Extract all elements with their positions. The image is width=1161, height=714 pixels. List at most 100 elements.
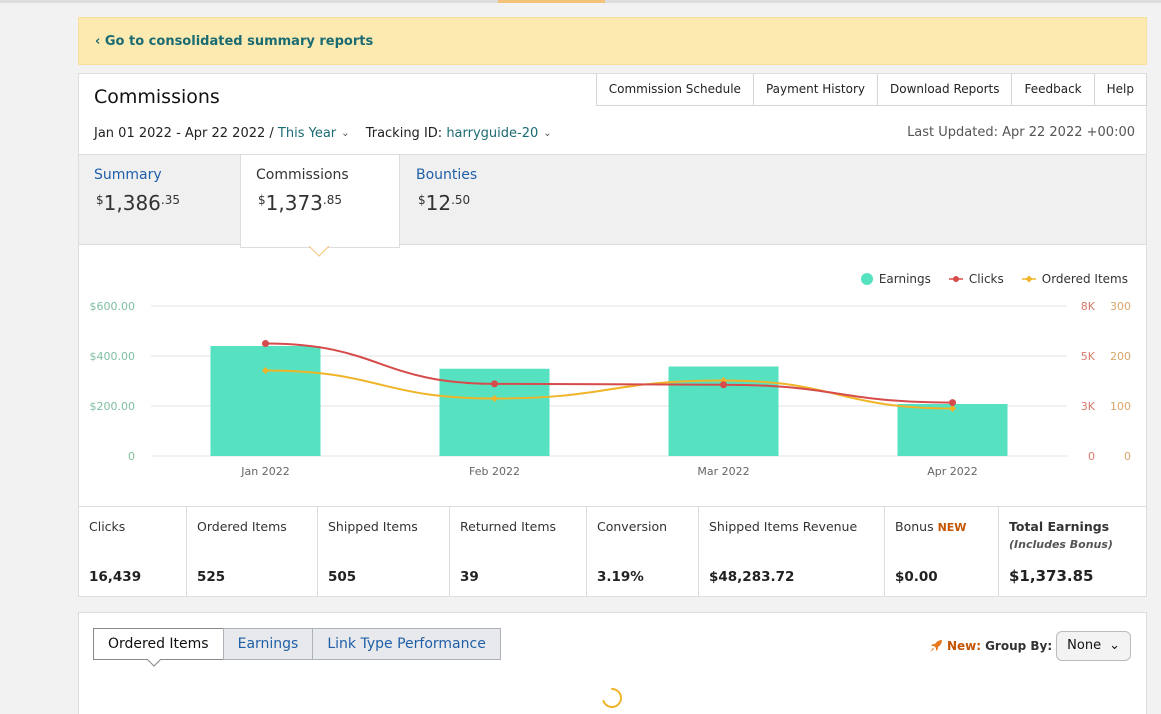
last-updated: Last Updated: Apr 22 2022 +00:00 [907,125,1135,140]
earnings-swatch [860,273,873,285]
y-tick-label: $600.00 [90,300,136,313]
stat-shipped-items: Shipped Items 505 [318,507,450,597]
payment-history-tab[interactable]: Payment History [752,74,878,106]
summary-label: Summary [94,167,162,183]
stat-label: Returned Items [460,519,557,534]
stat-ordered-items: Ordered Items 525 [187,507,318,597]
chevron-down-icon[interactable]: ⌄ [543,128,552,139]
chevron-down-icon[interactable]: ⌄ [341,128,350,139]
stat-value: 39 [460,569,479,585]
stat-label: Shipped Items Revenue [709,519,858,534]
feedback-tab[interactable]: Feedback [1011,74,1095,106]
stat-bonus: Bonus NEW $0.00 [885,507,999,597]
clicks-point [949,399,956,407]
chart-legend: Earnings Clicks Ordered Items [860,272,1128,286]
loading-spinner-icon [602,688,622,708]
chart-plot: 0 0 0 $200.00 3K 100 $400.00 5K 200 $600.00 8K 300 J… [90,300,1132,478]
stats-row: Clicks 16,439 Ordered Items 525 Shipped … [79,506,1146,597]
legend-clicks[interactable]: Clicks [948,272,1004,286]
period-selector[interactable]: This Year [277,126,337,141]
stat-value: $0.00 [895,569,938,585]
bounties-label: Bounties [416,167,478,183]
summary-banner: ‹ Go to consolidated summary reports [78,17,1147,65]
stat-clicks: Clicks 16,439 [79,507,187,597]
stat-label: Clicks [89,519,126,534]
x-tick-label: Feb 2022 [469,465,520,478]
clicks-point [720,381,727,389]
stat-value: 3.19% [597,569,644,585]
stat-returned-items: Returned Items 39 [450,507,587,597]
help-tab[interactable]: Help [1093,74,1147,106]
commissions-tile[interactable]: Commissions $1,373.85 [240,154,400,248]
group-by-label: Group By: [985,639,1053,653]
stat-label: Total Earnings [1009,519,1110,534]
consolidated-reports-link[interactable]: ‹ Go to consolidated summary reports [95,34,374,49]
commissions-label: Commissions [256,167,349,183]
stat-label: Conversion [597,519,668,534]
tracking-id-selector[interactable]: harryguide-20 [446,126,539,141]
stat-value: 505 [328,569,357,585]
page-title: Commissions [94,86,220,108]
top-accent [498,0,605,3]
report-links: Commission Schedule Payment History Down… [595,74,1147,106]
tracking-label: Tracking ID: [365,126,443,141]
summary-value: $1,386.35 [96,191,180,215]
tab-earnings[interactable]: Earnings [222,628,314,660]
group-by-control: New: Group By: None ⌄ [929,631,1131,661]
stat-value: 525 [197,569,226,585]
summary-tabs: Summary $1,386.35 Commissions $1,373.85 … [79,154,1146,248]
group-by-value: None [1067,638,1102,653]
clicks-swatch [948,276,963,282]
bounties-tile[interactable]: Bounties $12.50 [401,155,561,246]
download-reports-tab[interactable]: Download Reports [876,74,1013,106]
stat-value: 16,439 [89,569,142,585]
filter-row: Jan 01 2022 - Apr 22 2022 / This Year ⌄ T… [94,126,552,141]
ordered-swatch [1021,275,1036,283]
stat-total-earnings: Total Earnings (Includes Bonus) $1,373.8… [999,507,1146,597]
date-range: Jan 01 2022 - Apr 22 2022 / [94,126,274,141]
y-tick-label: 0 [128,450,135,463]
stat-label: Shipped Items [328,519,418,534]
legend-earnings[interactable]: Earnings [860,272,931,286]
y-right-tick-label: 8K [1081,300,1096,313]
ordered-items-point [262,367,269,374]
group-by-select[interactable]: None ⌄ [1056,631,1131,661]
ordered-items-line [265,369,953,410]
stat-sublabel: (Includes Bonus) [1009,538,1113,551]
stat-value: $1,373.85 [1009,567,1094,585]
clicks-point [491,380,498,388]
clicks-line [265,342,953,404]
clicks-point [262,340,269,347]
y-right2-tick-label: 200 [1110,350,1131,363]
rocket-icon [930,640,942,652]
y-tick-label: $400.00 [90,350,136,363]
tab-link-type-performance[interactable]: Link Type Performance [312,628,501,660]
new-badge: NEW [937,521,967,534]
y-right-tick-label: 0 [1088,450,1095,463]
summary-tile[interactable]: Summary $1,386.35 [79,155,239,246]
x-tick-label: Jan 2022 [240,465,289,478]
stat-value: $48,283.72 [709,569,795,585]
stat-shipped-revenue: Shipped Items Revenue $48,283.72 [699,507,885,597]
earnings-chart: Earnings Clicks Ordered Items 0 0 0 $200.00… [79,246,1146,506]
stat-label: Ordered Items [197,519,287,534]
x-tick-label: Apr 2022 [927,465,978,478]
y-right-tick-label: 3K [1081,400,1096,413]
ordered-items-point [491,395,498,402]
report-tabs: Ordered Items Earnings Link Type Perform… [93,628,501,660]
y-tick-label: $200.00 [90,400,136,413]
y-right-tick-label: 5K [1081,350,1096,363]
earnings-bar [210,346,321,456]
tab-ordered-items[interactable]: Ordered Items [93,628,224,660]
legend-ordered-items[interactable]: Ordered Items [1021,272,1128,286]
y-right2-tick-label: 0 [1124,450,1131,463]
stat-label: Bonus NEW [895,519,967,534]
y-right2-tick-label: 100 [1110,400,1131,413]
stat-conversion: Conversion 3.19% [587,507,699,597]
bounties-value: $12.50 [418,191,471,215]
commission-schedule-tab[interactable]: Commission Schedule [595,74,754,106]
active-tab-pointer [147,659,161,667]
commissions-card: Commissions Commission Schedule Payment … [78,73,1147,597]
earnings-bar [897,404,1008,456]
report-card: Ordered Items Earnings Link Type Perform… [78,612,1147,714]
